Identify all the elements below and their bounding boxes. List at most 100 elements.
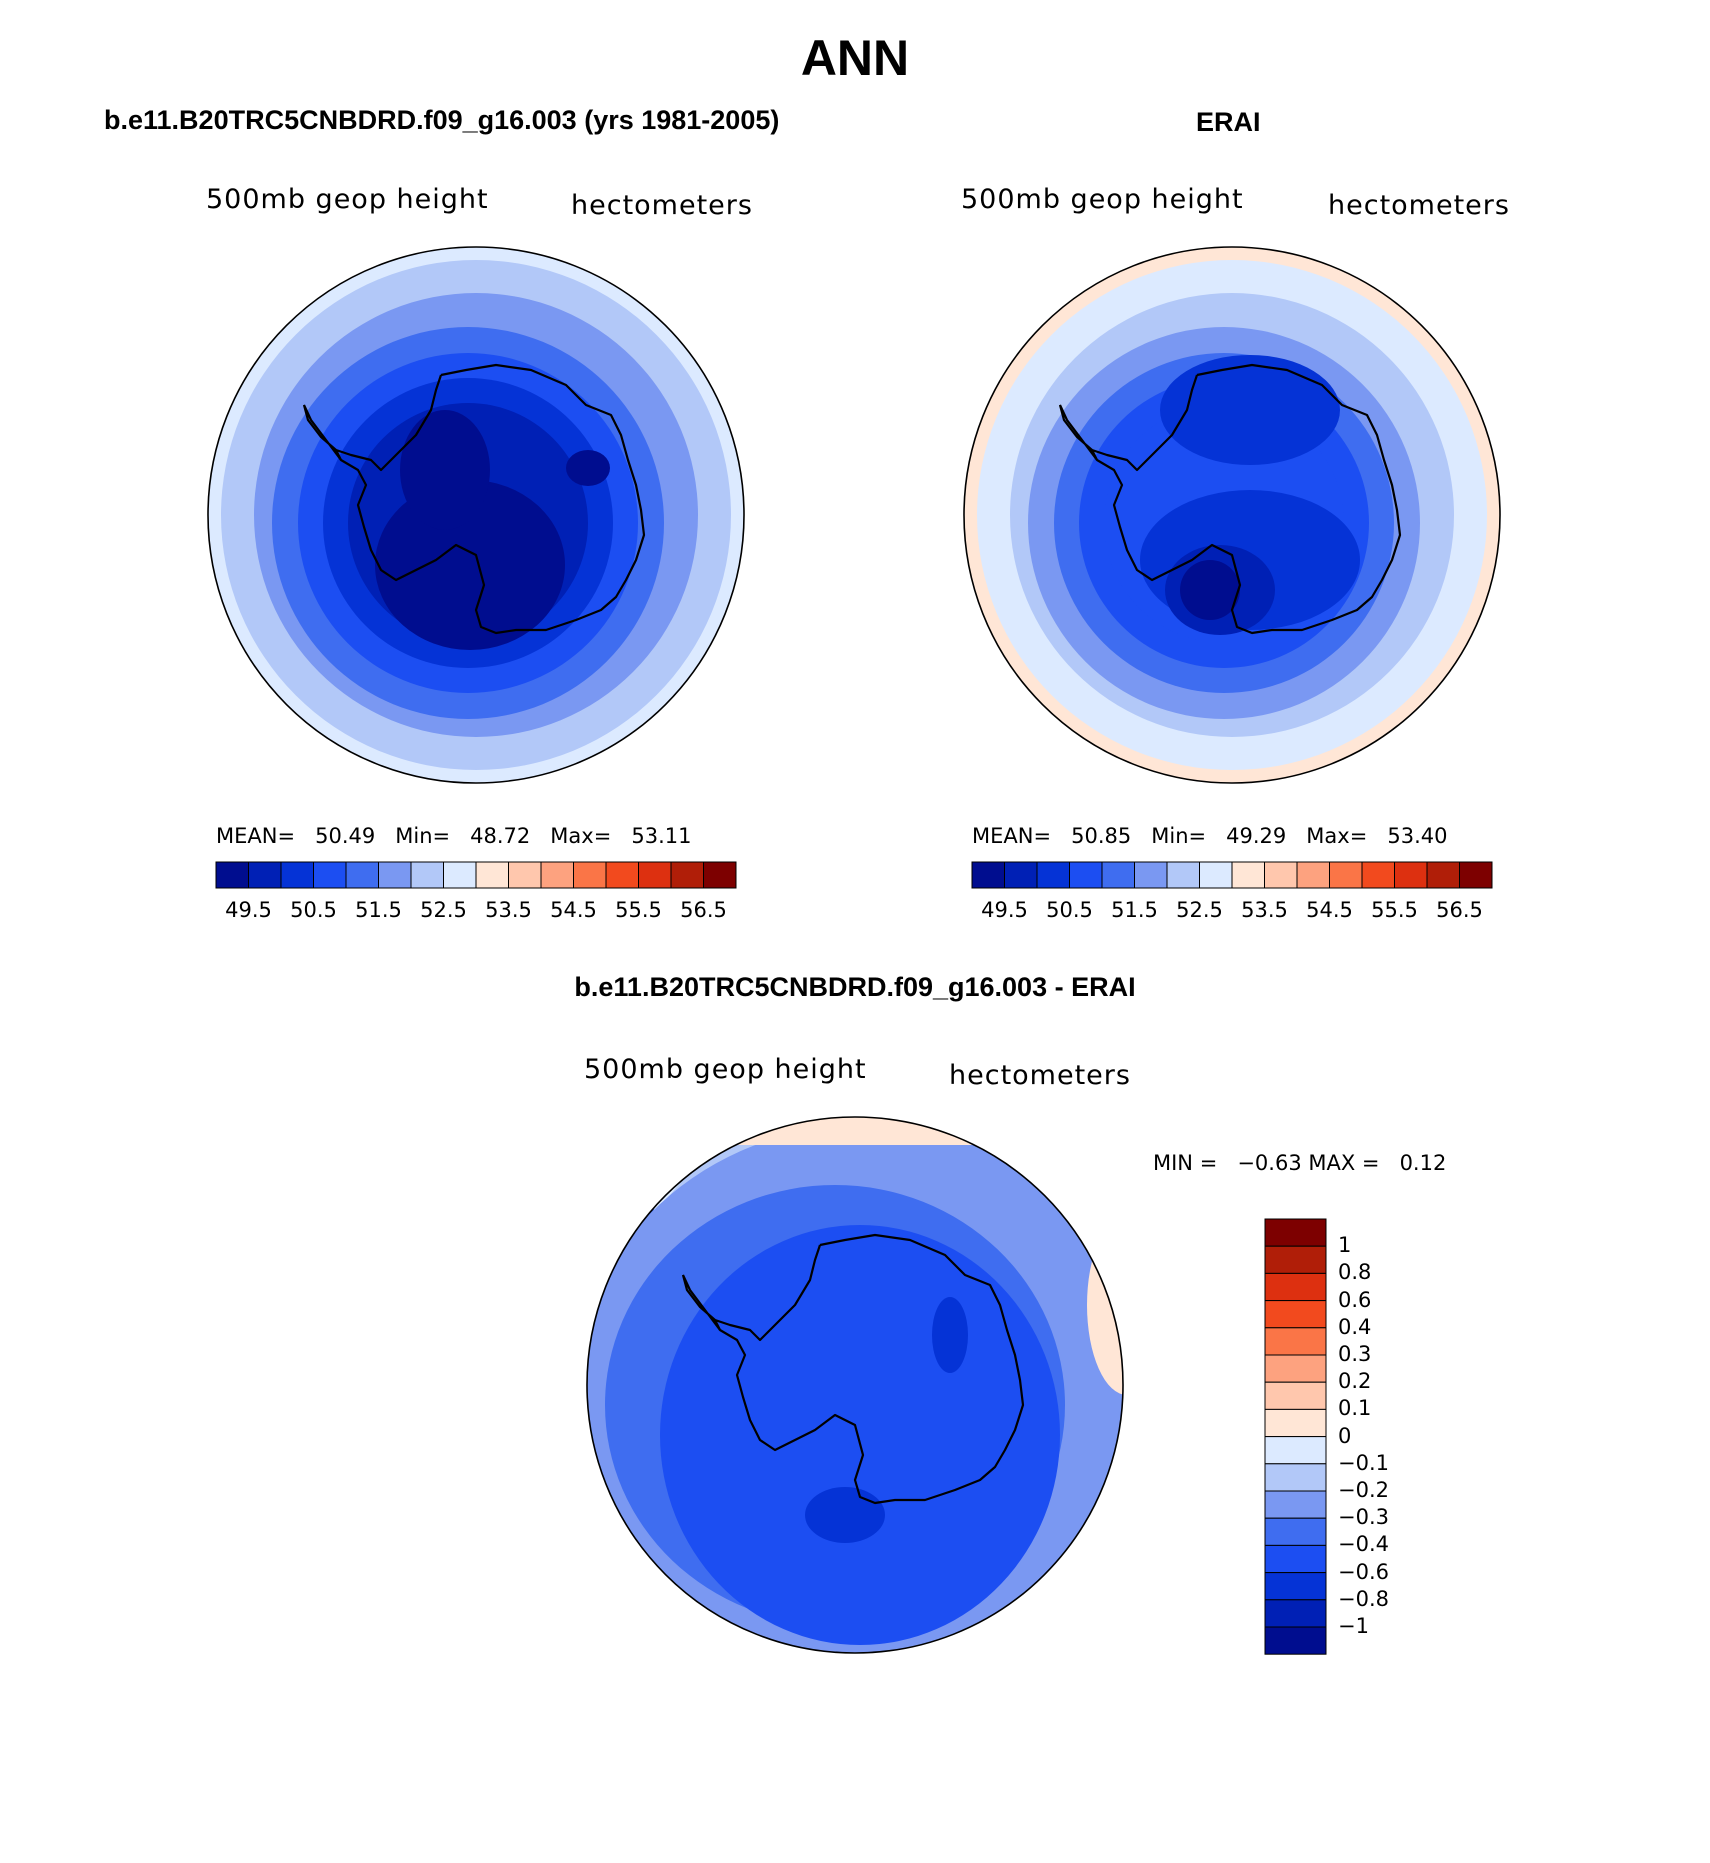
model-map (208, 247, 744, 783)
obs-colorbar-swatch (1231, 861, 1265, 889)
obs-colorbar-swatch (1264, 861, 1298, 889)
diff-map-outline (586, 1116, 1124, 1654)
model-map-outline (207, 246, 745, 784)
obs-colorbar-swatch (1361, 861, 1395, 889)
model-max-value: 53.11 (631, 824, 692, 848)
diff-legend-tick-label: −0.1 (1338, 1450, 1389, 1475)
diff-min-value: −0.63 (1237, 1151, 1302, 1175)
diff-low-east (932, 1297, 968, 1373)
model-colorbar-tick-label: 51.5 (355, 898, 402, 922)
obs-colorbar-tick-label: 55.5 (1371, 898, 1418, 922)
diff-legend-tick-label: 0.8 (1338, 1260, 1372, 1285)
obs-colorbar-swatch (971, 861, 1005, 889)
diff-variable-label: 500mb geop height (584, 1054, 867, 1085)
model-colorbar-tick-label: 56.5 (680, 898, 727, 922)
diff-legend-tick-label: 0.1 (1338, 1396, 1372, 1421)
model-colorbar-swatch (670, 861, 704, 889)
diff-legend-swatch (1264, 1245, 1327, 1274)
model-colorbar-tick-label: 52.5 (420, 898, 467, 922)
diff-stats: MIN = −0.63 MAX = 0.12 (1153, 1151, 1446, 1175)
obs-min-value: 49.29 (1226, 824, 1287, 848)
model-colorbar-swatch (410, 861, 444, 889)
main-title: ANN (800, 30, 910, 86)
diff-peninsula (681, 1274, 721, 1331)
obs-max-label: Max= (1306, 824, 1368, 848)
diff-legend-tick-label: 0.3 (1338, 1342, 1372, 1366)
obs-colorbar-swatch (1199, 861, 1233, 889)
obs-units-label: hectometers (1328, 190, 1510, 221)
diff-coastline (713, 1233, 1025, 1505)
model-colorbar-tick-label: 50.5 (290, 898, 337, 922)
diff-legend-swatch (1264, 1300, 1327, 1329)
obs-colorbar-tick-label: 54.5 (1306, 898, 1353, 922)
diff-map (587, 1117, 1123, 1653)
diff-low-south (805, 1487, 885, 1543)
model-colorbar-tick-label: 55.5 (615, 898, 662, 922)
model-colorbar-swatch (573, 861, 607, 889)
model-colorbar-swatch (378, 861, 412, 889)
obs-colorbar-swatch (1459, 861, 1493, 889)
diff-legend-tick-label: −0.3 (1338, 1505, 1389, 1530)
model-mean-label: MEAN= (216, 824, 296, 848)
diff-legend-swatch (1264, 1599, 1327, 1628)
obs-mean-label: MEAN= (972, 824, 1052, 848)
obs-colorbar-tick-label: 49.5 (981, 898, 1028, 922)
model-colorbar-swatch (508, 861, 542, 889)
diff-band-5 (660, 1225, 1060, 1645)
diff-legend-swatch (1264, 1408, 1327, 1438)
diff-legend-swatch (1264, 1327, 1327, 1356)
obs-map (964, 247, 1500, 783)
diff-legend-swatch (1264, 1544, 1327, 1574)
diff-panel-title: b.e11.B20TRC5CNBDRD.f09_g16.003 - ERAI (574, 972, 1136, 1002)
diff-min-label: MIN = (1153, 1151, 1218, 1175)
obs-colorbar-swatch (1004, 861, 1038, 889)
diff-legend-swatch (1264, 1517, 1327, 1546)
obs-colorbar-swatch (1036, 861, 1070, 889)
diff-legend-swatch (1264, 1436, 1327, 1465)
obs-colorbar-tick-label: 53.5 (1241, 898, 1288, 922)
diff-max-label: MAX = (1308, 1151, 1380, 1175)
diff-legend-tick-label: 0.6 (1338, 1287, 1372, 1312)
model-colorbar-swatch (638, 861, 672, 889)
obs-colorbar-swatch (1296, 861, 1330, 889)
obs-colorbar-swatch (1069, 861, 1103, 889)
diff-positive-east (1087, 1215, 1123, 1395)
obs-band-mid (1160, 355, 1340, 465)
diff-legend-tick-label: 1 (1338, 1233, 1352, 1258)
model-min-value: 48.72 (470, 824, 531, 848)
model-low-east (566, 450, 610, 486)
diff-legend-swatch (1264, 1490, 1327, 1519)
model-colorbar-swatch (540, 861, 574, 889)
model-colorbar-swatch (280, 861, 314, 889)
diff-legend-tick-label: 0.2 (1338, 1369, 1372, 1394)
diff-legend-tick-label: 0.4 (1338, 1314, 1372, 1339)
model-colorbar-tick-label: 49.5 (225, 898, 272, 922)
obs-mean-value: 50.85 (1071, 824, 1132, 848)
model-min-label: Min= (395, 824, 451, 848)
model-colorbar-swatch (248, 861, 282, 889)
obs-panel-title: ERAI (1196, 107, 1261, 137)
diff-legend-swatch (1264, 1381, 1327, 1410)
model-colorbar-swatch (345, 861, 379, 889)
obs-min-label: Min= (1151, 824, 1207, 848)
diff-legend-swatch (1264, 1218, 1327, 1247)
model-max-label: Max= (550, 824, 612, 848)
obs-stats: MEAN= 50.85 Min= 49.29 Max= 53.40 (972, 824, 1447, 848)
model-variable-label: 500mb geop height (206, 184, 489, 215)
diff-legend-swatch (1264, 1354, 1327, 1383)
obs-colorbar-tick-label: 52.5 (1176, 898, 1223, 922)
obs-colorbar-tick-label: 50.5 (1046, 898, 1093, 922)
diff-legend-swatch (1264, 1463, 1327, 1492)
diff-positive-north (587, 1117, 1123, 1145)
obs-colorbar-tick-label: 51.5 (1111, 898, 1158, 922)
obs-low-core (1180, 560, 1240, 620)
diff-legend-swatch (1264, 1626, 1327, 1655)
model-units-label: hectometers (571, 190, 753, 221)
diff-legend-tick-label: −0.6 (1338, 1559, 1389, 1584)
diff-legend-tick-label: 0 (1338, 1423, 1352, 1448)
model-peninsula (302, 404, 342, 461)
model-colorbar-tick-label: 53.5 (485, 898, 532, 922)
diff-legend-swatch (1264, 1272, 1327, 1302)
obs-max-value: 53.40 (1387, 824, 1448, 848)
model-colorbar-swatch (475, 861, 509, 889)
